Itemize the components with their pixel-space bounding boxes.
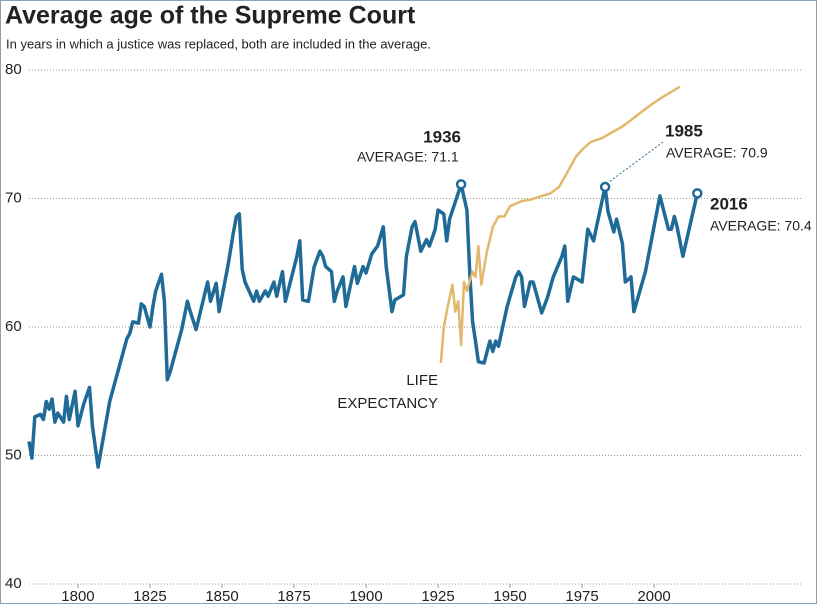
x-tick-label: 2000: [637, 588, 670, 604]
peak-marker: [455, 179, 467, 190]
x-tick-label: 1925: [421, 588, 454, 604]
line-series: [27, 182, 700, 469]
y-tick-label: 40: [5, 575, 22, 592]
x-tick-label: 1900: [349, 588, 382, 604]
x-tick-label: 1850: [205, 588, 238, 604]
leader-line: [608, 141, 664, 183]
x-tick-label: 1825: [133, 588, 166, 604]
chart-title: Average age of the Supreme Court: [5, 2, 416, 30]
x-tick-label: 1975: [565, 588, 598, 604]
y-tick-label: 80: [5, 61, 22, 78]
series-label: EXPECTANCY: [337, 395, 438, 412]
line-series: [439, 85, 681, 364]
y-tick-label: 50: [5, 446, 22, 463]
peak-marker: [599, 181, 611, 193]
x-tick-label: 1875: [277, 588, 310, 604]
y-tick-label: 70: [5, 189, 22, 206]
annotation-label: AVERAGE: 70.9: [666, 145, 768, 161]
annotation-label: AVERAGE: 71.1: [357, 149, 459, 165]
annotation-year: 2016: [710, 194, 748, 213]
annotation-year: 1985: [665, 121, 703, 140]
peak-marker: [692, 188, 703, 199]
series-label: LIFE: [406, 372, 438, 389]
x-tick-label: 1800: [61, 588, 94, 604]
annotation-label: AVERAGE: 70.4: [710, 218, 812, 234]
annotation-year: 1936: [423, 127, 461, 146]
chart-subtitle: In years in which a justice was replaced…: [6, 36, 431, 51]
x-tick-label: 1950: [493, 588, 526, 604]
y-tick-label: 60: [5, 318, 22, 335]
